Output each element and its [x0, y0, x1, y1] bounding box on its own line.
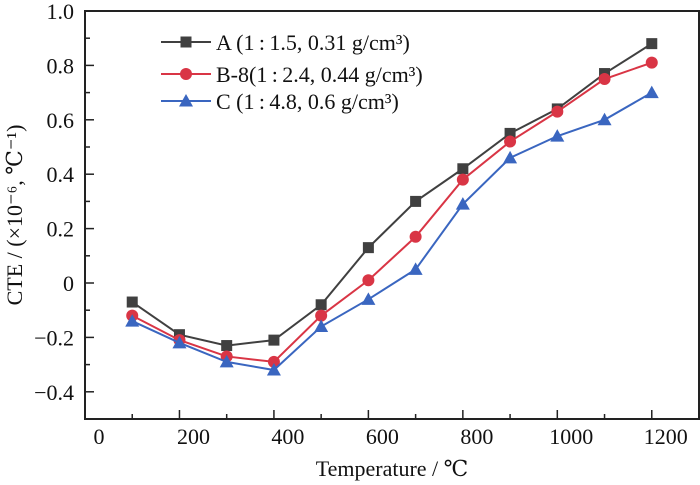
legend-label: C (1 : 4.8, 0.6 g/cm³)	[216, 89, 399, 114]
data-point-square	[457, 163, 469, 175]
data-point-square	[362, 242, 374, 254]
series-line	[131, 61, 653, 363]
x-tick-label: 1200	[644, 424, 688, 449]
y-tick-label: 0	[63, 271, 74, 296]
data-point-circle	[598, 73, 611, 85]
legend-marker-square	[180, 36, 192, 48]
y-tick-label: 0.4	[47, 162, 75, 187]
data-point-triangle	[314, 319, 329, 333]
x-tick-label: 0	[94, 424, 105, 449]
data-point-triangle	[266, 363, 281, 376]
x-tick-label: 600	[366, 424, 399, 449]
data-point-circle	[504, 135, 517, 148]
data-point-circle	[409, 230, 422, 243]
y-tick-label: 1.0	[47, 0, 75, 24]
x-tick-label: 200	[177, 424, 210, 449]
data-point-circle	[645, 56, 658, 69]
data-point-triangle	[408, 262, 423, 275]
legend-label: A (1 : 1.5, 0.31 g/cm³)	[216, 30, 410, 55]
data-point-triangle	[125, 314, 140, 327]
y-tick-label: −0.4	[34, 380, 74, 405]
data-point-triangle	[219, 354, 234, 368]
data-point-circle	[456, 173, 469, 186]
y-tick-label: −0.2	[34, 325, 74, 350]
data-point-triangle	[644, 85, 659, 99]
data-point-triangle	[550, 129, 565, 142]
y-tick-label: 0.8	[47, 53, 75, 78]
series-layer	[125, 38, 659, 376]
data-point-square	[126, 296, 138, 308]
legend-marker-triangle	[179, 94, 193, 107]
legend-item-b: B-8(1 : 2.4, 0.44 g/cm³)	[161, 62, 423, 87]
data-point-triangle	[597, 112, 612, 126]
legend: A (1 : 1.5, 0.31 g/cm³) B-8(1 : 2.4, 0.44…	[161, 30, 423, 114]
data-point-triangle	[361, 292, 376, 305]
x-tick-label: 800	[460, 424, 493, 449]
data-point-circle	[551, 105, 564, 118]
y-tick-label: 0.6	[47, 108, 75, 133]
data-point-triangle	[455, 197, 470, 210]
data-point-triangle	[172, 335, 187, 349]
series-c	[125, 85, 659, 376]
data-point-square	[315, 299, 327, 311]
axes: 0 200 400 600 800 1000 1200 −0.4 −0.2 0 0.2 0.4 0.6 0…	[34, 0, 700, 449]
data-point-triangle	[503, 150, 518, 164]
x-tick-label: 400	[271, 424, 304, 449]
data-point-square	[410, 195, 422, 207]
data-point-square	[221, 340, 233, 352]
series-line	[131, 91, 653, 372]
series-line	[131, 42, 653, 347]
data-point-circle	[267, 355, 280, 368]
y-tick-label: 0.2	[47, 217, 75, 242]
data-point-square	[268, 334, 280, 346]
data-point-square	[646, 38, 658, 50]
legend-item-c: C (1 : 4.8, 0.6 g/cm³)	[161, 89, 399, 114]
x-tick-label: 1000	[549, 424, 593, 449]
legend-item-a: A (1 : 1.5, 0.31 g/cm³)	[161, 30, 410, 55]
plot-frame	[84, 10, 700, 420]
x-axis-title: Temperature / ℃	[316, 456, 469, 481]
legend-label: B-8(1 : 2.4, 0.44 g/cm³)	[216, 62, 423, 87]
data-point-circle	[315, 309, 328, 322]
y-axis-title: CTE / (×10⁻⁶, ℃⁻¹)	[2, 125, 27, 306]
data-point-circle	[362, 274, 375, 287]
data-point-square	[504, 127, 516, 139]
legend-marker-circle	[180, 68, 192, 80]
